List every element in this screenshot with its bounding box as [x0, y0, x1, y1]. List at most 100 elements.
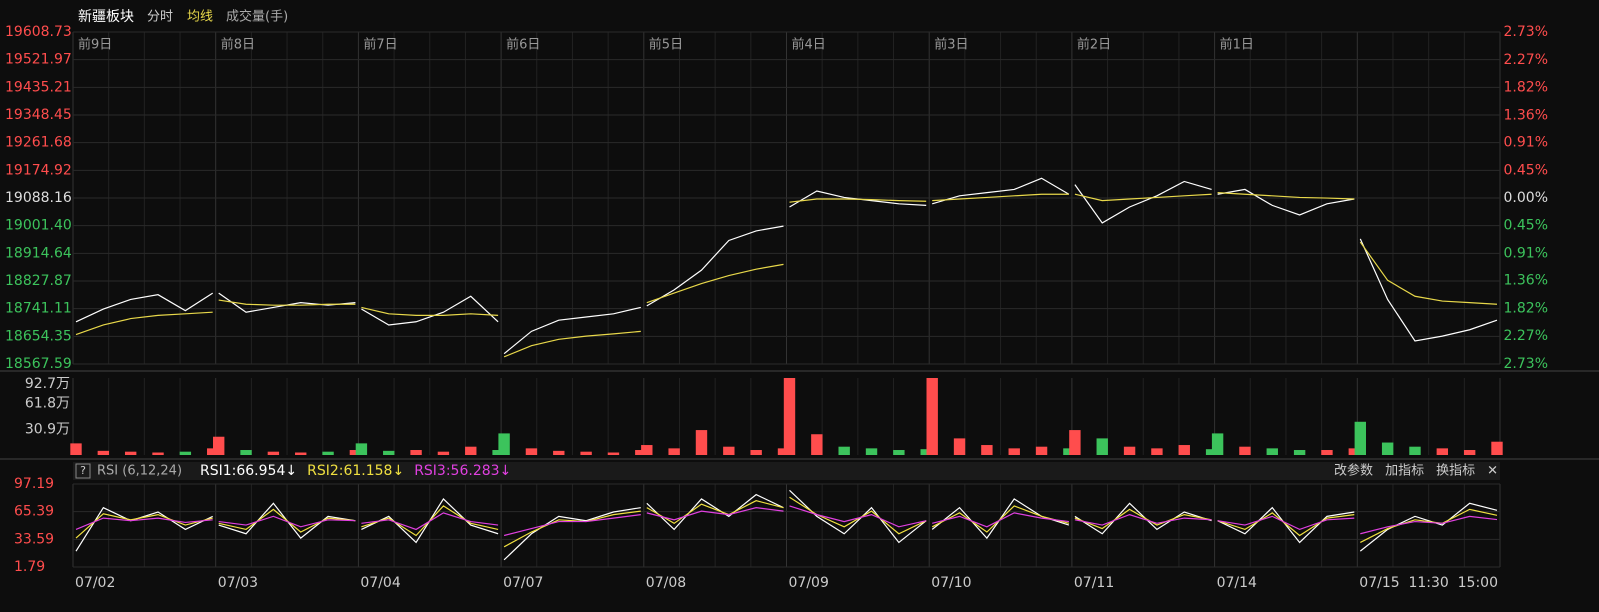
line [218, 299, 356, 306]
volume-bar [641, 445, 653, 455]
y-tick-label: 19088.16 [5, 190, 72, 206]
y2-tick-label: 0.45% [1504, 163, 1548, 179]
button[interactable]: 加指标 [1385, 464, 1424, 479]
volume-label: 成交量(手) [226, 9, 288, 25]
volume-bar [1436, 448, 1449, 455]
x-tick-label: 07/15 [1359, 575, 1399, 591]
x-tick-label: 07/08 [646, 575, 686, 591]
volume-bar [783, 378, 796, 455]
volume-bar [492, 450, 504, 455]
volume-bar [1123, 446, 1136, 455]
volume-tick-label: 61.8万 [25, 396, 70, 412]
volume-bar [1205, 449, 1218, 455]
volume-bar [124, 451, 137, 455]
x-tick-label: 07/04 [360, 575, 400, 591]
volume-bar [811, 434, 823, 455]
rsi-tick-label: 33.59 [14, 531, 54, 547]
help[interactable]: ? [80, 464, 86, 477]
x-tick-label: 07/10 [931, 575, 971, 591]
volume-bar [97, 450, 110, 455]
volume-bar [1463, 450, 1476, 455]
line [75, 513, 213, 539]
y2-tick-label: 0.91% [1504, 135, 1548, 151]
x-tick-label: 07/11 [1074, 575, 1114, 591]
y-tick-label: 19608.73 [5, 24, 72, 40]
volume-bar [1063, 448, 1075, 455]
volume-bar [926, 378, 938, 455]
y2-tick-label: 1.36% [1504, 107, 1548, 123]
y-tick-label: 19261.68 [5, 135, 72, 151]
volume-bar [920, 449, 932, 455]
line [646, 225, 784, 307]
help-box[interactable] [75, 463, 91, 479]
line [218, 515, 356, 528]
volume-bar [498, 433, 510, 455]
y2-tick-label: 2.27% [1504, 328, 1548, 344]
y-tick-label: 18827.87 [5, 273, 72, 289]
volume-bar [1266, 448, 1278, 455]
y2-tick-label: 0.45% [1504, 217, 1548, 233]
line [1359, 238, 1498, 342]
volume-bar [777, 448, 790, 455]
volume-bar [213, 436, 225, 455]
x-tick-label: 07/07 [503, 575, 543, 591]
line [75, 311, 213, 336]
y2-tick-label: 0.91% [1504, 245, 1548, 261]
day-label: 前2日 [1077, 37, 1111, 53]
volume-bar [1321, 450, 1333, 455]
day-label: 前6日 [506, 37, 540, 53]
y-tick-label: 18741.11 [5, 301, 72, 317]
line [503, 514, 641, 537]
y-tick-label: 19348.45 [5, 107, 72, 123]
line [1217, 192, 1355, 200]
y-tick-label: 18914.64 [5, 245, 72, 261]
line [1074, 502, 1212, 535]
line [1074, 513, 1212, 526]
volume-bar [1151, 448, 1163, 455]
volume-bar [267, 451, 280, 455]
y2-tick-label: 0.00% [1504, 190, 1548, 206]
volume-bar [240, 450, 252, 455]
volume-bar [355, 443, 368, 455]
volume-bar [322, 451, 334, 455]
volume-bar [207, 448, 219, 455]
line [1217, 188, 1355, 216]
y2-tick-label: 1.36% [1504, 273, 1548, 289]
y-tick-label: 18654.35 [5, 328, 72, 344]
volume-bar [1293, 450, 1306, 455]
volume-bar [893, 450, 905, 455]
day-label: 前4日 [792, 37, 826, 53]
volume-bar [695, 430, 708, 455]
legend-entry: RSI2:61.158↓ [307, 463, 404, 479]
y-tick-label: 19521.97 [5, 52, 72, 68]
line [1359, 241, 1498, 305]
rsi-header [73, 462, 1500, 480]
line [361, 295, 499, 326]
volume-bar [981, 445, 993, 455]
legend-entry: RSI3:56.283↓ [414, 463, 511, 479]
line [75, 506, 213, 552]
line [75, 292, 214, 323]
volume-bar [723, 446, 735, 455]
line [789, 198, 927, 203]
line [932, 512, 1069, 528]
x-tick-label: 15:00 [1458, 575, 1498, 591]
x-tick-label: 07/09 [789, 575, 829, 591]
volume-bar [437, 451, 450, 455]
y-tick-label: 18567.59 [5, 356, 72, 372]
line [1074, 193, 1212, 202]
volume-bar [1178, 445, 1190, 455]
volume-bar [953, 438, 966, 455]
y-tick-label: 19435.21 [5, 79, 72, 95]
button[interactable]: ✕ [1487, 464, 1498, 479]
volume-bar [1354, 421, 1366, 455]
line [646, 507, 784, 521]
button[interactable]: 换指标 [1436, 464, 1475, 479]
mode-tab[interactable]: 分时 [147, 10, 173, 25]
x-tick-label: 07/02 [75, 575, 115, 591]
x-tick-label: 07/14 [1217, 575, 1257, 591]
day-label: 前1日 [1220, 37, 1254, 53]
button[interactable]: 改参数 [1334, 463, 1373, 479]
line [646, 263, 784, 304]
volume-bar [1211, 433, 1224, 455]
